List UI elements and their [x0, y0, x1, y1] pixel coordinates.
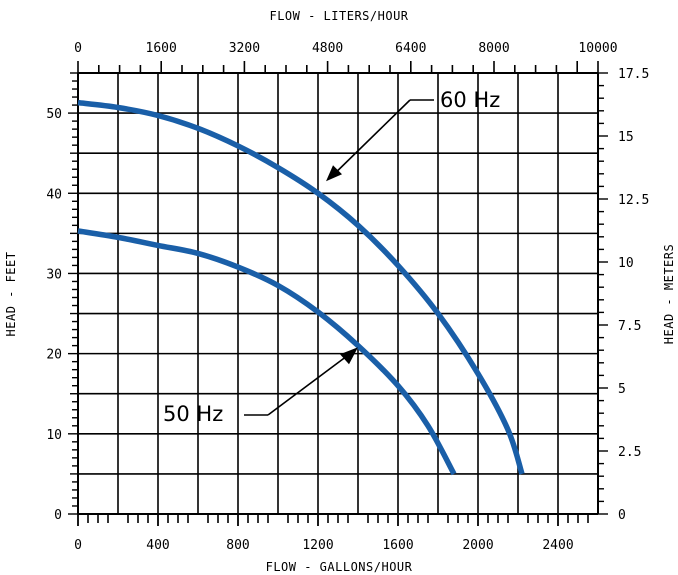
- y-tick-label-right: 17.5: [618, 67, 649, 82]
- x-axis-title-bottom: FLOW - GALLONS/HOUR: [266, 560, 413, 574]
- x-tick-label-bottom: 1200: [302, 538, 333, 553]
- x-tick-label-bottom: 800: [226, 538, 249, 553]
- y-tick-label-right: 12.5: [618, 193, 649, 208]
- annotation-label-60hz: 60 Hz: [440, 88, 500, 112]
- x-tick-label-bottom: 2400: [542, 538, 573, 553]
- y-axis-title-left: HEAD - FEET: [4, 252, 18, 337]
- x-tick-label-top: 1600: [146, 41, 177, 56]
- y-tick-label-right: 7.5: [618, 319, 641, 334]
- x-tick-label-top: 6400: [395, 41, 426, 56]
- curves: [77, 99, 525, 476]
- annotations: 60 Hz 50 Hz: [163, 88, 500, 426]
- y-tick-label-left: 30: [46, 267, 62, 282]
- annotation-arrowhead-50hz: [340, 347, 358, 365]
- y-tick-label-right: 0: [618, 508, 626, 523]
- x-tick-label-bottom: 2000: [462, 538, 493, 553]
- x-tick-label-bottom: 0: [74, 538, 82, 553]
- y-tick-label-right: 2.5: [618, 445, 641, 460]
- x-tick-label-top: 3200: [229, 41, 260, 56]
- annotation-arrow-line-60hz: [333, 99, 411, 175]
- y-tick-label-right: 5: [618, 382, 626, 397]
- x-tick-label-top: 4800: [312, 41, 343, 56]
- y-tick-label-left: 10: [46, 428, 62, 443]
- grid: [77, 72, 599, 515]
- y-tick-label-left: 40: [46, 187, 62, 202]
- y-tick-label-right: 10: [618, 256, 634, 271]
- minor-ticks: [68, 61, 608, 526]
- x-tick-label-top: 8000: [478, 41, 509, 56]
- y-tick-label-right: 15: [618, 130, 634, 145]
- y-tick-label-left: 50: [46, 107, 62, 122]
- x-tick-label-top: 0: [74, 41, 82, 56]
- x-axis-title-top: FLOW - LITERS/HOUR: [269, 9, 408, 23]
- annotation-arrow-line-50hz: [267, 354, 349, 416]
- y-axis-title-right: HEAD - METERS: [662, 244, 676, 344]
- y-tick-label-left: 20: [46, 348, 62, 363]
- x-tick-label-bottom: 1600: [382, 538, 413, 553]
- annotation-arrowhead-60hz: [326, 165, 342, 182]
- curve-60-hz: [77, 99, 525, 475]
- x-tick-label-top: 10000: [578, 41, 617, 56]
- curve-50-hz: [77, 228, 457, 476]
- x-tick-label-bottom: 400: [146, 538, 169, 553]
- annotation-label-50hz: 50 Hz: [163, 402, 223, 426]
- y-tick-label-left: 0: [54, 508, 62, 523]
